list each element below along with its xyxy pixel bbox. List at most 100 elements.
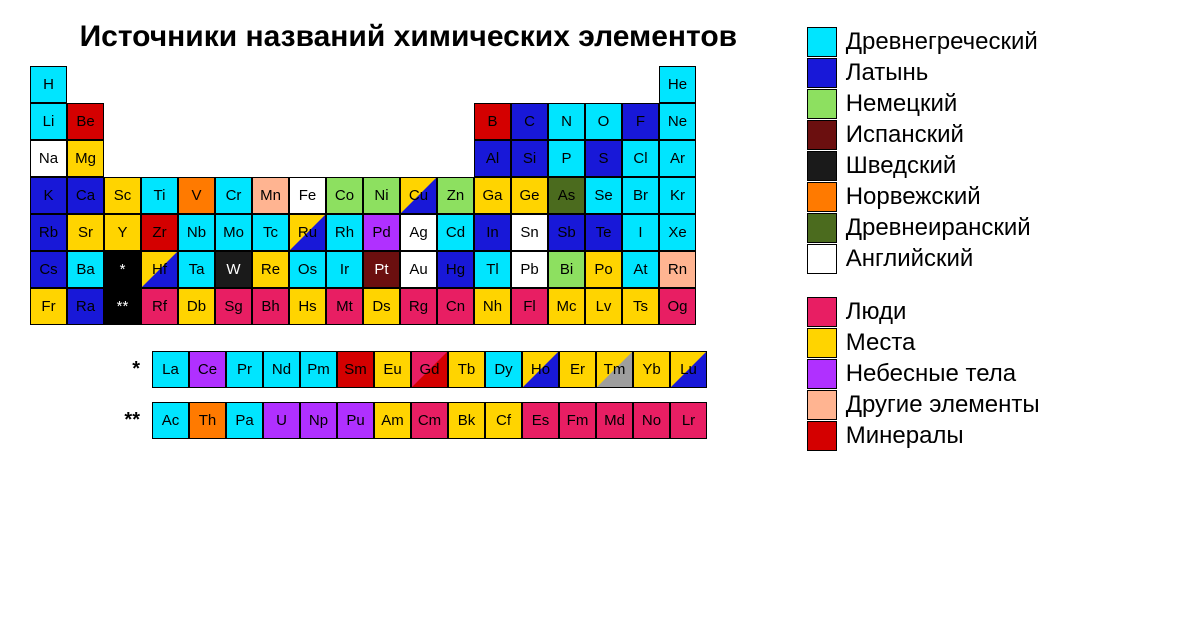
element-cell: Cm [411, 402, 448, 439]
element-cell: Md [596, 402, 633, 439]
element-cell: In [474, 214, 511, 251]
legend-item: Норвежский [807, 181, 1190, 212]
element-cell: Gd [411, 351, 448, 388]
legend-label: Древнегреческий [846, 30, 1038, 54]
element-cell: Pa [226, 402, 263, 439]
legend-label: Минералы [846, 424, 964, 448]
element-cell: Al [474, 140, 511, 177]
element-cell: Co [326, 177, 363, 214]
legend-swatch [807, 27, 837, 57]
legend-swatch [807, 421, 837, 451]
legend-item: Места [807, 327, 1190, 358]
element-cell: La [152, 351, 189, 388]
element-cell: Sm [337, 351, 374, 388]
element-cell: Ga [474, 177, 511, 214]
legend-item: Древнегреческий [807, 26, 1190, 57]
element-cell: Cf [485, 402, 522, 439]
element-cell: Yb [633, 351, 670, 388]
element-cell: U [263, 402, 300, 439]
element-cell: S [585, 140, 622, 177]
element-cell: Ac [152, 402, 189, 439]
element-cell: He [659, 66, 696, 103]
element-cell: Lv [585, 288, 622, 325]
element-cell: Re [252, 251, 289, 288]
element-cell: Cu [400, 177, 437, 214]
legend-swatch [807, 58, 837, 88]
element-cell: Os [289, 251, 326, 288]
element-cell: H [30, 66, 67, 103]
legend-swatch [807, 89, 837, 119]
element-cell: Th [189, 402, 226, 439]
element-cell: Fr [30, 288, 67, 325]
element-cell: Pm [300, 351, 337, 388]
element-cell: Pb [511, 251, 548, 288]
element-cell: Ne [659, 103, 696, 140]
element-cell: Tb [448, 351, 485, 388]
legend-swatch [807, 244, 837, 274]
element-cell: Zr [141, 214, 178, 251]
element-cell: Ba [67, 251, 104, 288]
legend-label: Люди [846, 300, 907, 324]
element-cell: Mg [67, 140, 104, 177]
legend-label: Места [846, 331, 916, 355]
element-cell: No [633, 402, 670, 439]
legend-item: Древнеиранский [807, 212, 1190, 243]
element-cell: F [622, 103, 659, 140]
legend-label: Древнеиранский [846, 216, 1031, 240]
element-cell: Rh [326, 214, 363, 251]
element-cell: Np [300, 402, 337, 439]
element-cell: Ru [289, 214, 326, 251]
element-cell: Ti [141, 177, 178, 214]
legend-swatch [807, 297, 837, 327]
element-cell: Sb [548, 214, 585, 251]
element-cell: I [622, 214, 659, 251]
legend-label: Небесные тела [846, 362, 1016, 386]
element-cell: Hf [141, 251, 178, 288]
legend-item: Другие элементы [807, 389, 1190, 420]
element-cell: Na [30, 140, 67, 177]
element-cell: Hs [289, 288, 326, 325]
element-cell: Ag [400, 214, 437, 251]
element-cell: Pd [363, 214, 400, 251]
element-cell: Ar [659, 140, 696, 177]
element-cell: Mn [252, 177, 289, 214]
element-cell: Li [30, 103, 67, 140]
element-cell: * [104, 251, 141, 288]
element-cell: K [30, 177, 67, 214]
element-cell: P [548, 140, 585, 177]
element-cell: Pt [363, 251, 400, 288]
element-cell: Tm [596, 351, 633, 388]
legend-swatch [807, 151, 837, 181]
legend-languages: ДревнегреческийЛатыньНемецкийИспанскийШв… [807, 26, 1190, 274]
element-cell: Sg [215, 288, 252, 325]
element-cell: Lr [670, 402, 707, 439]
element-cell: ** [104, 288, 141, 325]
element-cell: Fe [289, 177, 326, 214]
element-cell: Pr [226, 351, 263, 388]
element-cell: Tc [252, 214, 289, 251]
legend-swatch [807, 213, 837, 243]
legend-label: Шведский [846, 154, 957, 178]
element-cell: Mt [326, 288, 363, 325]
element-cell: Rf [141, 288, 178, 325]
legend-swatch [807, 390, 837, 420]
element-cell: Zn [437, 177, 474, 214]
element-cell: Sc [104, 177, 141, 214]
element-cell: Ts [622, 288, 659, 325]
element-cell: As [548, 177, 585, 214]
element-cell: Pu [337, 402, 374, 439]
element-cell: Y [104, 214, 141, 251]
element-cell: Ho [522, 351, 559, 388]
element-cell: Kr [659, 177, 696, 214]
element-cell: N [548, 103, 585, 140]
element-cell: Nb [178, 214, 215, 251]
legend-item: Люди [807, 296, 1190, 327]
element-cell: Xe [659, 214, 696, 251]
element-cell: Au [400, 251, 437, 288]
element-cell: Ta [178, 251, 215, 288]
element-cell: Rg [400, 288, 437, 325]
element-cell: Cn [437, 288, 474, 325]
element-cell: W [215, 251, 252, 288]
legend-item: Латынь [807, 57, 1190, 88]
legend-item: Английский [807, 243, 1190, 274]
